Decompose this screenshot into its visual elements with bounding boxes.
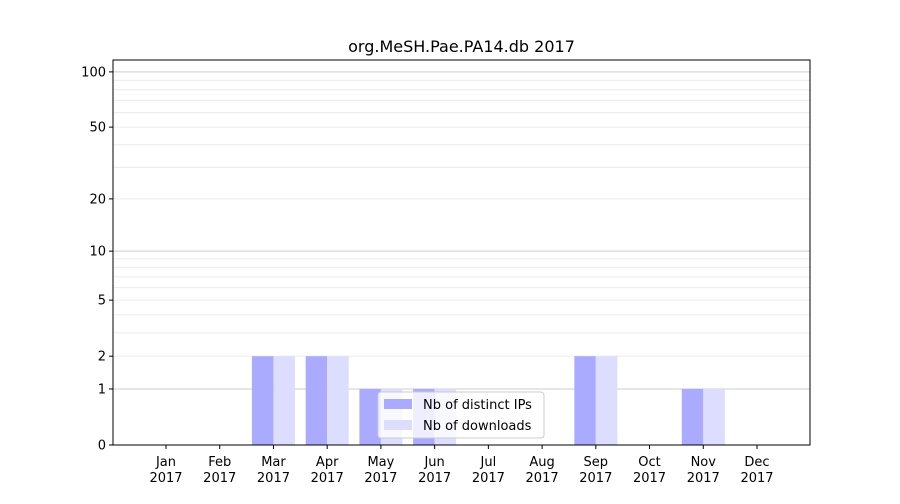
x-tick-label: Sep 2017 [579,455,612,486]
bar-distinct-ips [305,356,328,445]
x-tick-label: Jul 2017 [472,455,505,486]
y-tick-label: 10 [89,245,106,260]
bar-distinct-ips [359,388,381,445]
y-tick-label: 0 [98,439,106,454]
chart-title: org.MeSH.Pae.PA14.db 2017 [348,37,575,56]
legend-box [377,391,545,439]
bar-downloads [595,356,618,445]
bar-distinct-ips [251,356,274,445]
x-tick-label: Apr 2017 [311,455,344,486]
plot-frame [112,59,811,446]
legend-swatch [384,399,412,409]
y-tick-label: 2 [98,350,106,365]
bar-distinct-ips [574,356,596,445]
legend-label: Nb of distinct IPs [423,398,532,413]
y-axis: 0 1 2 5 10 20 50 100 [81,65,113,454]
bar-downloads [703,388,725,445]
legend-label: Nb of downloads [423,419,532,434]
x-tick-label: Dec 2017 [740,455,773,486]
bar-downloads [273,356,295,445]
gridlines [113,71,810,390]
x-tick-label: Mar 2017 [257,455,290,486]
x-tick-label: Feb 2017 [203,455,236,486]
x-tick-label: May 2017 [364,455,397,486]
legend: Nb of distinct IPs Nb of downloads [377,391,545,439]
x-tick-label: Nov 2017 [687,455,720,486]
x-tick-label: Jun 2017 [418,455,451,486]
x-tick-label: Jan 2017 [149,455,182,486]
y-tick-label: 5 [98,294,106,309]
x-tick-label: Oct 2017 [633,455,666,486]
y-tick-label: 20 [89,192,106,207]
bar-distinct-ips [681,388,704,445]
x-tick-label: Aug 2017 [526,455,559,486]
y-tick-label: 50 [89,121,106,136]
x-axis: Jan 2017 Feb 2017 Mar 2017 Apr 2017 May 2017 Jun 20… [149,445,774,486]
y-tick-label: 100 [81,65,106,80]
legend-swatch [384,420,412,430]
bar-downloads [327,356,349,445]
y-tick-label: 1 [98,382,106,397]
